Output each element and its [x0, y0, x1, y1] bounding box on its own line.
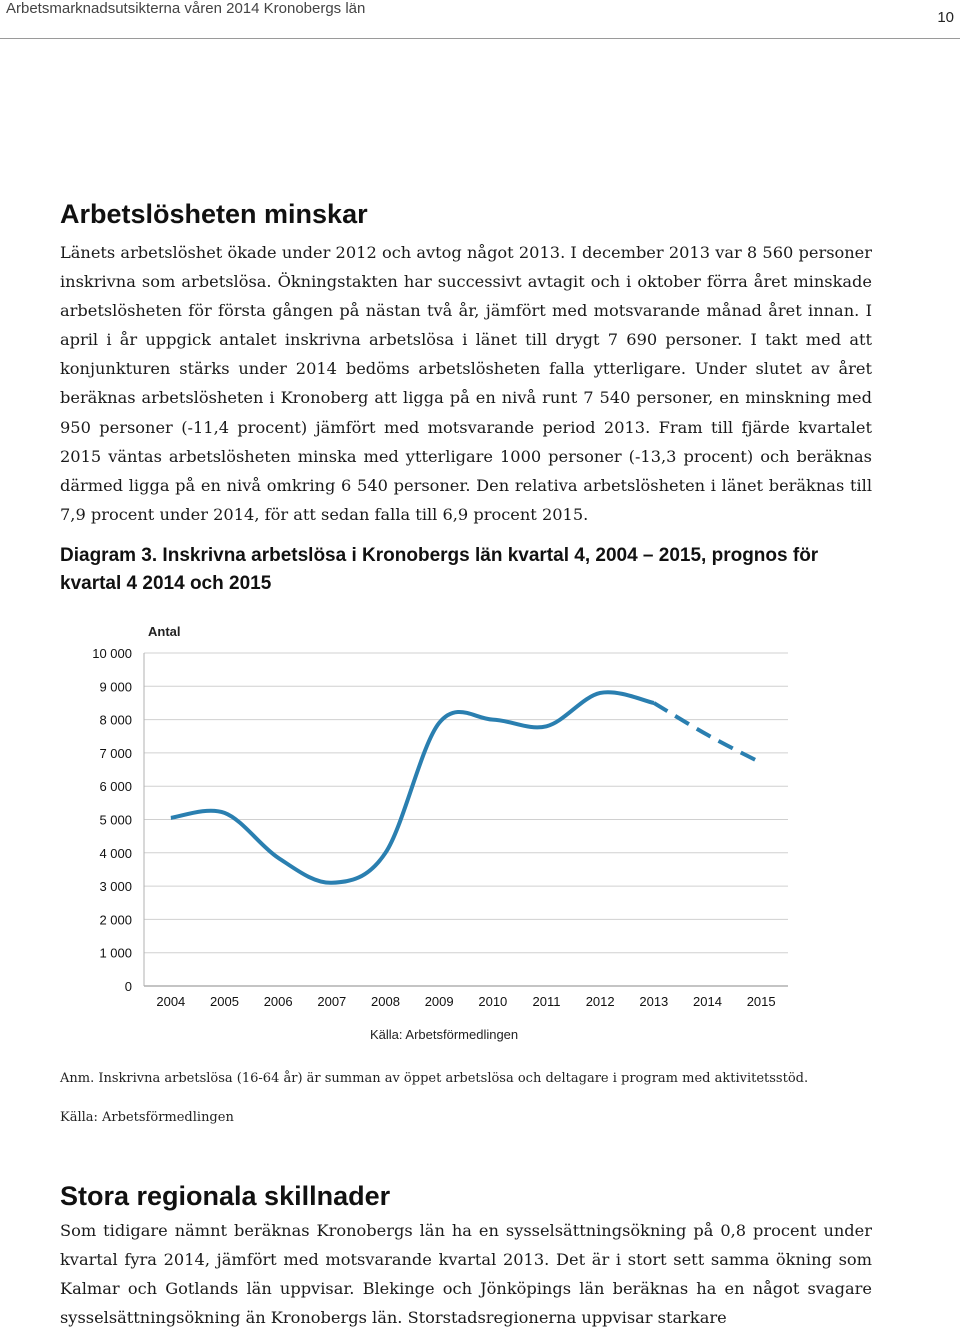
y-tick-label: 7 000 — [99, 746, 132, 761]
y-tick-label: 8 000 — [99, 713, 132, 728]
section-heading-unemployment: Arbetslösheten minskar — [60, 199, 368, 229]
y-tick-label: 1 000 — [99, 946, 132, 961]
y-tick-label: 5 000 — [99, 813, 132, 828]
y-tick-label: 2 000 — [99, 912, 132, 927]
x-tick-label: 2012 — [586, 994, 615, 1009]
section-heading-regional: Stora regionala skillnader — [60, 1181, 391, 1211]
y-tick-label: 0 — [125, 979, 132, 994]
x-tick-label: 2006 — [264, 994, 293, 1009]
y-tick-labels: 0 1 000 2 000 3 000 4 000 5 000 6 000 7 000 8 00… — [92, 646, 132, 994]
section-paragraph-unemployment: Länets arbetslöshet ökade under 2012 och… — [60, 243, 872, 524]
y-tick-label: 4 000 — [99, 846, 132, 861]
unemployment-line-chart: Antal 0 1 000 2 000 3 000 4 000 5 000 6 000 7 0… — [92, 624, 788, 1042]
forecast-series-line — [652, 701, 763, 765]
y-tick-label: 3 000 — [99, 879, 132, 894]
x-tick-label: 2011 — [533, 994, 561, 1009]
y-tick-label: 6 000 — [99, 779, 132, 794]
y-tick-label: 10 000 — [92, 646, 132, 661]
chart-source-note: Källa: Arbetsförmedlingen — [60, 1110, 234, 1125]
y-tick-label: 9 000 — [99, 679, 132, 694]
running-title: Arbetsmarknadsutsikterna våren 2014 Kron… — [6, 0, 366, 17]
y-axis-label: Antal — [148, 624, 181, 639]
x-tick-label: 2004 — [156, 994, 185, 1009]
x-tick-label: 2009 — [425, 994, 454, 1009]
x-tick-label: 2008 — [371, 994, 400, 1009]
x-tick-label: 2005 — [210, 994, 239, 1009]
chart-source: Källa: Arbetsförmedlingen — [370, 1027, 518, 1042]
page-number: 10 — [937, 9, 954, 26]
chart-series — [170, 690, 763, 885]
x-tick-labels: 2004 2005 2006 2007 2008 2009 2010 2011 2012 2013… — [156, 994, 775, 1009]
section-paragraph-regional: Som tidigare nämnt beräknas Kronobergs l… — [60, 1221, 872, 1327]
x-tick-label: 2013 — [639, 994, 668, 1009]
actual-series-line — [170, 690, 655, 885]
chart-gridlines — [143, 652, 788, 987]
diagram-caption: Diagram 3. Inskrivna arbetslösa i Kronob… — [60, 545, 819, 594]
x-tick-label: 2007 — [317, 994, 346, 1009]
chart-note: Anm. Inskrivna arbetslösa (16-64 år) är … — [60, 1071, 809, 1086]
x-tick-label: 2015 — [747, 994, 776, 1009]
header-rule — [0, 38, 960, 39]
x-tick-label: 2010 — [478, 994, 507, 1009]
x-tick-label: 2014 — [693, 994, 722, 1009]
